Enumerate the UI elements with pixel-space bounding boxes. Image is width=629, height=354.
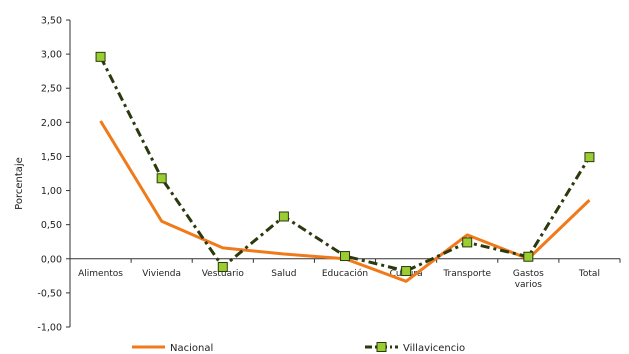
y-tick-label: 2,50 xyxy=(41,84,62,95)
legend: Nacional Villavicencio xyxy=(132,342,465,354)
y-tick-label: 0,50 xyxy=(41,220,62,231)
y-tick-label: 3,00 xyxy=(41,50,62,61)
y-tick-label: 1,00 xyxy=(41,186,62,197)
y-tick-label: 0,00 xyxy=(41,254,62,265)
legend-villavicencio-marker xyxy=(376,342,387,352)
y-tick-label: 3,50 xyxy=(41,16,62,27)
y-tick-label: 1,50 xyxy=(41,152,62,163)
legend-nacional-label: Nacional xyxy=(170,343,213,354)
y-axis-label: Porcentaje xyxy=(14,157,25,210)
x-axis: Alimentos Vivienda Vestuario Salud Educación… xyxy=(69,258,621,290)
y-axis: 3,50 3,00 2,50 2,00 1,50 1,00 0,50 0,00 -0,50 -1,… xyxy=(37,16,71,334)
data-point-villavicencio xyxy=(523,251,534,262)
x-category-label: Transporte xyxy=(442,269,491,279)
data-point-villavicencio xyxy=(156,173,167,184)
x-category-label: Alimentos xyxy=(78,269,123,279)
data-point-villavicencio xyxy=(462,237,473,248)
data-point-villavicencio xyxy=(401,266,412,277)
data-point-villavicencio xyxy=(584,152,595,163)
y-tick-label: 2,00 xyxy=(41,118,62,129)
x-category-label: Vestuario xyxy=(202,269,245,279)
data-point-villavicencio xyxy=(340,251,350,262)
series-line-villavicencio xyxy=(99,56,591,273)
series-group xyxy=(95,51,595,283)
data-point-villavicencio xyxy=(278,211,289,222)
data-point-villavicencio xyxy=(95,51,106,62)
x-category-label: Vivienda xyxy=(142,269,181,279)
x-category-label: Educación xyxy=(322,268,368,279)
y-tick-label: -1,00 xyxy=(37,323,62,334)
x-category-label: Total xyxy=(578,269,600,279)
y-tick-label: -0,50 xyxy=(37,288,62,299)
x-category-label: Gastos varios xyxy=(513,269,544,290)
x-category-label: Salud xyxy=(271,269,296,279)
data-point-villavicencio xyxy=(217,261,228,272)
legend-villavicencio-label: Villavicencio xyxy=(403,343,465,354)
